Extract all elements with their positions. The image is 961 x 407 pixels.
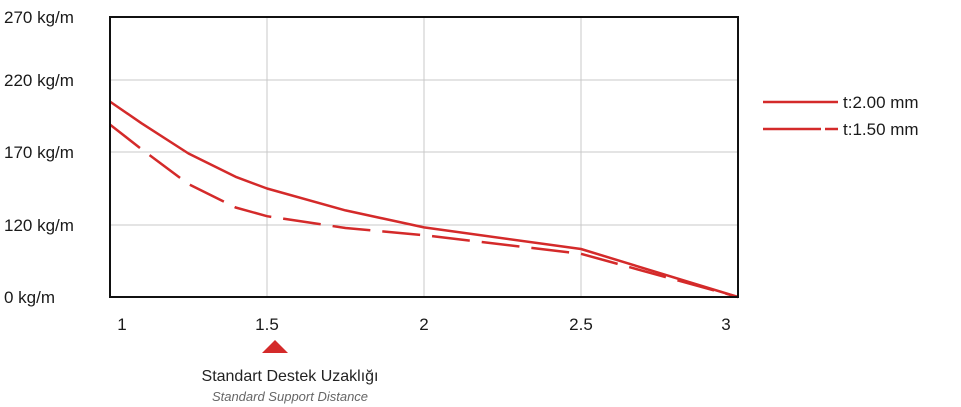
y-tick-label: 0 kg/m	[4, 288, 55, 307]
x-tick-label: 1.5	[255, 315, 279, 334]
support-distance-marker	[262, 340, 288, 353]
y-tick-label: 270 kg/m	[4, 8, 74, 27]
legend-label: t:1.50 mm	[843, 120, 919, 139]
legend: t:2.00 mm t:1.50 mm	[763, 93, 919, 139]
series-line	[109, 100, 739, 299]
legend-label: t:2.00 mm	[843, 93, 919, 112]
plot-frame	[109, 16, 739, 298]
y-tick-label: 170 kg/m	[4, 143, 74, 162]
series-group	[109, 100, 739, 299]
x-axis-ticks: 1 1.5 2 2.5 3	[117, 315, 730, 334]
x-tick-label: 2	[419, 315, 428, 334]
y-tick-label: 120 kg/m	[4, 216, 74, 235]
grid	[110, 17, 738, 297]
series-line	[109, 123, 739, 299]
y-tick-label: 220 kg/m	[4, 71, 74, 90]
y-axis-ticks: 0 kg/m 120 kg/m 170 kg/m 220 kg/m 270 kg/m	[4, 8, 74, 307]
x-tick-label: 3	[721, 315, 730, 334]
support-distance-label: Standart Destek Uzaklığı	[201, 368, 379, 385]
x-tick-label: 2.5	[569, 315, 593, 334]
support-distance-label-en: Standard Support Distance	[211, 389, 369, 404]
x-tick-label: 1	[117, 315, 126, 334]
